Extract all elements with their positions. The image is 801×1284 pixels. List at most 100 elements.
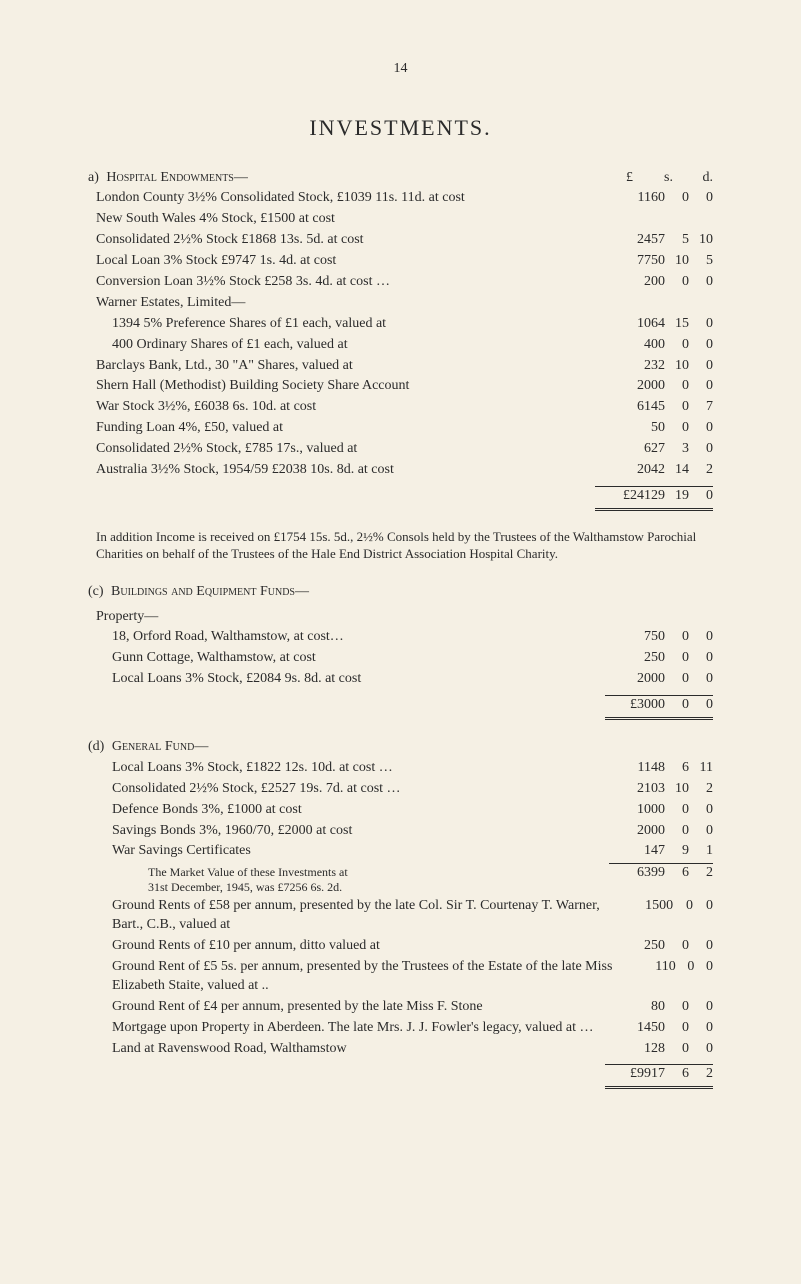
- amount-l: 2000: [609, 377, 665, 396]
- amount-l: 1500: [627, 897, 674, 916]
- amount-l: 232: [609, 357, 665, 376]
- line-desc: Savings Bonds 3%, 1960/70, £2000 at cost: [88, 822, 609, 841]
- line-item: Ground Rent of £5 5s. per annum, present…: [88, 958, 713, 996]
- amount-s: 6: [665, 759, 689, 778]
- amount-d: 0: [693, 897, 713, 916]
- amount-d: 0: [689, 801, 713, 820]
- line-item: War Savings Certificates14791: [88, 842, 713, 861]
- total-l: £9917: [605, 1064, 665, 1084]
- amount-s: 3: [665, 440, 689, 459]
- amount-s: 0: [665, 937, 689, 956]
- line-desc: Ground Rents of £58 per annum, presented…: [88, 897, 627, 935]
- amount-l: 147: [609, 842, 665, 861]
- amount-d: 0: [689, 336, 713, 355]
- amount-l: 80: [609, 998, 665, 1017]
- amount-d: 0: [689, 937, 713, 956]
- amount-l: 200: [609, 273, 665, 292]
- subtotal-l: 6399: [609, 863, 665, 883]
- line-desc: London County 3½% Consolidated Stock, £1…: [88, 189, 609, 208]
- amount-d: 0: [689, 1040, 713, 1059]
- line-item: Defence Bonds 3%, £1000 at cost100000: [88, 801, 713, 820]
- total-s: 6: [665, 1064, 689, 1084]
- line-item: Mortgage upon Property in Aberdeen. The …: [88, 1019, 713, 1038]
- line-desc: Local Loans 3% Stock, £2084 9s. 8d. at c…: [88, 670, 609, 689]
- amount-d: 0: [689, 649, 713, 668]
- amount-s: 0: [665, 273, 689, 292]
- amount-l: 1148: [609, 759, 665, 778]
- section-a-label: Hospital Endowments—: [106, 170, 247, 185]
- amount-s: 10: [665, 780, 689, 799]
- line-item: Local Loan 3% Stock £9747 1s. 4d. at cos…: [88, 252, 713, 271]
- line-desc: Local Loans 3% Stock, £1822 12s. 10d. at…: [88, 759, 609, 778]
- page-title: INVESTMENTS.: [88, 113, 713, 143]
- amount-d: 2: [689, 780, 713, 799]
- amount-d: 0: [689, 273, 713, 292]
- line-desc: 1394 5% Preference Shares of £1 each, va…: [88, 315, 609, 334]
- section-c-label: Buildings and Equipment Funds—: [111, 584, 309, 599]
- section-c-total: £3000 0 0: [605, 695, 713, 720]
- line-item: Barclays Bank, Ltd., 30 "A" Shares, valu…: [88, 357, 713, 376]
- line-desc: War Savings Certificates: [88, 842, 609, 861]
- amount-d: 0: [689, 1019, 713, 1038]
- section-c-rows: 18, Orford Road, Walthamstow, at cost…75…: [88, 628, 713, 689]
- section-d-total: £9917 6 2: [605, 1064, 713, 1089]
- line-item: 18, Orford Road, Walthamstow, at cost…75…: [88, 628, 713, 647]
- total-s: 19: [665, 486, 689, 506]
- amount-d: 0: [689, 998, 713, 1017]
- amount-d: 0: [689, 628, 713, 647]
- amount-l: 128: [609, 1040, 665, 1059]
- amount-l: 750: [609, 628, 665, 647]
- page-number: 14: [88, 60, 713, 79]
- amount-l: 110: [632, 958, 675, 977]
- amount-d: 0: [689, 357, 713, 376]
- amount-l: 2000: [609, 670, 665, 689]
- section-d-label: General Fund—: [112, 739, 209, 754]
- amount-d: 0: [689, 189, 713, 208]
- amount-s: 0: [665, 377, 689, 396]
- amount-d: 1: [689, 842, 713, 861]
- amount-l: 50: [609, 419, 665, 438]
- line-desc: Barclays Bank, Ltd., 30 "A" Shares, valu…: [88, 357, 609, 376]
- amount-s: 0: [665, 998, 689, 1017]
- currency-header: £ s. d.: [577, 169, 713, 188]
- amount-s: 5: [665, 231, 689, 250]
- line-desc: Defence Bonds 3%, £1000 at cost: [88, 801, 609, 820]
- amount-d: 7: [689, 398, 713, 417]
- amount-s: 0: [665, 189, 689, 208]
- amount-s: 0: [665, 336, 689, 355]
- amount-d: 0: [689, 315, 713, 334]
- total-s: 0: [665, 695, 689, 715]
- amount-s: 0: [665, 628, 689, 647]
- line-item: War Stock 3½%, £6038 6s. 10d. at cost614…: [88, 398, 713, 417]
- amount-s: 0: [665, 670, 689, 689]
- amount-s: 0: [676, 958, 695, 977]
- line-item: New South Wales 4% Stock, £1500 at cost: [88, 210, 713, 229]
- total-l: £3000: [605, 695, 665, 715]
- line-item: Ground Rents of £10 per annum, ditto val…: [88, 937, 713, 956]
- header-s: s.: [649, 169, 673, 188]
- amount-l: 2103: [609, 780, 665, 799]
- section-c-letter: (c): [88, 584, 104, 599]
- total-d: 0: [689, 486, 713, 506]
- line-desc: 18, Orford Road, Walthamstow, at cost…: [88, 628, 609, 647]
- section-d-group1: Local Loans 3% Stock, £1822 12s. 10d. at…: [88, 759, 713, 861]
- line-item: 1394 5% Preference Shares of £1 each, va…: [88, 315, 713, 334]
- amount-l: 2457: [609, 231, 665, 250]
- amount-d: 0: [689, 377, 713, 396]
- line-item: Australia 3½% Stock, 1954/59 £2038 10s. …: [88, 461, 713, 480]
- note-line-1: The Market Value of these Investments at: [148, 865, 601, 880]
- amount-s: 0: [673, 897, 693, 916]
- line-desc: War Stock 3½%, £6038 6s. 10d. at cost: [88, 398, 609, 417]
- amount-s: 14: [665, 461, 689, 480]
- section-a-rows: London County 3½% Consolidated Stock, £1…: [88, 189, 713, 479]
- line-desc: Consolidated 2½% Stock £1868 13s. 5d. at…: [88, 231, 609, 250]
- line-item: Savings Bonds 3%, 1960/70, £2000 at cost…: [88, 822, 713, 841]
- line-desc: Conversion Loan 3½% Stock £258 3s. 4d. a…: [88, 273, 609, 292]
- amount-d: 0: [689, 670, 713, 689]
- line-item: Ground Rent of £4 per annum, presented b…: [88, 998, 713, 1017]
- section-a-total: £24129 19 0: [595, 486, 713, 511]
- subtotal-s: 6: [665, 863, 689, 883]
- line-item: Ground Rents of £58 per annum, presented…: [88, 897, 713, 935]
- note-line-2: 31st December, 1945, was £7256 6s. 2d.: [148, 880, 601, 895]
- amount-d: 10: [689, 231, 713, 250]
